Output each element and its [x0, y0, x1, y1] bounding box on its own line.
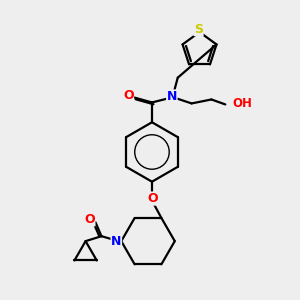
Text: O: O: [148, 192, 158, 205]
Text: O: O: [123, 89, 134, 102]
Text: N: N: [111, 235, 122, 248]
Text: O: O: [84, 213, 95, 226]
Text: N: N: [167, 90, 177, 103]
Text: OH: OH: [232, 97, 252, 110]
Text: S: S: [194, 22, 203, 36]
